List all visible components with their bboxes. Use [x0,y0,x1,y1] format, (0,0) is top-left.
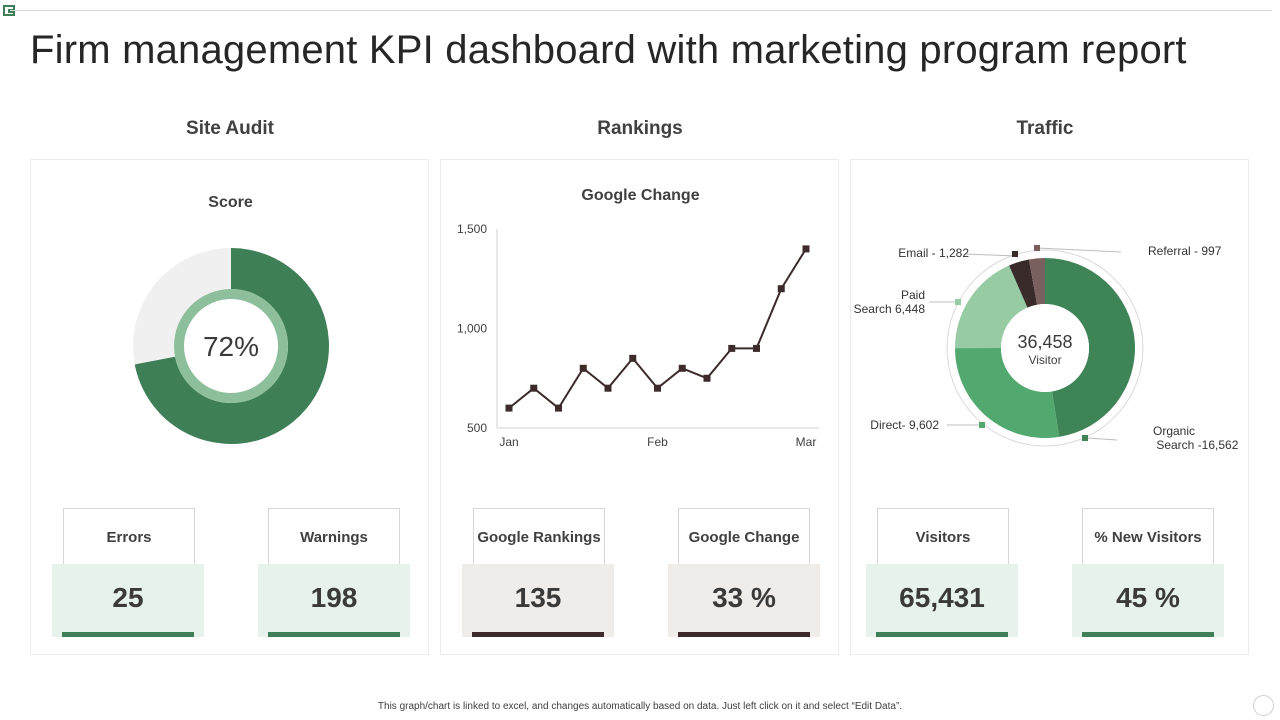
warnings-value-box: 198 [258,564,410,637]
google-change-point[interactable] [703,374,711,382]
visitors-accent-bar [876,632,1008,637]
visitors-value: 65,431 [899,582,985,613]
errors-value-box: 25 [52,564,204,637]
y-tick-label: 500 [467,421,487,435]
errors-accent-bar [62,632,194,637]
email-marker [1012,251,1018,257]
referral-label: Referral - 997 [1148,244,1222,258]
new-visitors-label: % New Visitors [1094,529,1202,546]
google-rankings-value: 135 [514,582,562,613]
google-rankings-label: Google Rankings [477,529,601,546]
google-change-point[interactable] [678,364,686,372]
google-change-label: Google Change [688,529,800,546]
traffic-center-hole [1001,304,1089,392]
score-percent-label: 72% [203,331,259,362]
traffic-center-value: 36,458 [1017,332,1072,352]
visitors-value-box: 65,431 [866,564,1018,637]
top-divider [10,10,1272,11]
google-change-point[interactable] [753,344,760,352]
organic-leader-line [1086,437,1118,441]
corner-circle-icon [1253,695,1274,716]
google-change-point[interactable] [555,404,562,412]
traffic-segment-paid-search[interactable] [955,265,1028,349]
referral-marker [1034,245,1040,251]
traffic-segment-direct[interactable] [955,348,1060,438]
email-label: Email - 1,282 [898,246,969,260]
new-visitors-value-box: 45 % [1072,564,1224,637]
google-rankings-accent-bar [472,632,604,637]
google-change-point[interactable] [505,404,513,412]
google-change-point[interactable] [777,285,785,293]
google-change-point[interactable] [654,384,661,392]
traffic-segment-email[interactable] [1009,259,1038,308]
google-change-chart-title: Google Change [581,187,700,204]
errors-label: Errors [106,529,152,546]
google-change-line-chart[interactable]: 500 1,000 1,500 Jan Feb Mar [441,160,840,460]
score-donut-chart[interactable]: 72% [31,160,430,500]
email-leader-line [963,253,1018,257]
score-segment-value[interactable] [134,248,329,444]
y-tick-label: 1,500 [457,222,487,236]
direct-marker [979,422,985,428]
warnings-value: 198 [310,582,358,613]
x-tick-label: Mar [796,435,817,449]
new-visitors-value: 45 % [1116,582,1180,613]
traffic-donut-chart[interactable]: 36,458 Visitor [851,160,1250,500]
warnings-label: Warnings [300,529,368,546]
organic-search-label: Organic Search -16,562 [1153,424,1239,452]
errors-value: 25 [112,582,144,613]
traffic-outer-ring [946,249,1144,447]
x-tick-label: Feb [647,435,668,449]
google-change-point[interactable] [530,384,538,392]
google-change-value: 33 % [712,582,776,613]
paid-search-marker [955,299,961,305]
google-rankings-value-box: 135 [462,564,614,637]
google-change-accent-bar [678,632,810,637]
referral-leader-line [1036,247,1122,253]
visitors-label: Visitors [915,529,971,546]
google-change-point[interactable] [728,344,736,352]
score-center-hole [184,299,278,393]
section-title-rankings: Rankings [597,118,683,139]
google-change-value-box: 33 % [668,564,820,637]
google-change-point[interactable] [802,245,810,253]
google-change-point[interactable] [604,384,612,392]
traffic-center-label: Visitor [1028,353,1061,367]
google-change-point[interactable] [629,354,637,362]
score-segment-remaining[interactable] [133,248,231,365]
new-visitors-accent-bar [1082,632,1214,637]
score-chart-title: Score [208,194,253,211]
warnings-accent-bar [268,632,400,637]
direct-label: Direct- 9,602 [870,418,939,432]
site-audit-panel: Score 72% Errors 25 Warnings 198 [30,159,429,655]
x-tick-label: Jan [499,435,518,449]
rankings-panel: Google Change 500 1,000 1,500 Jan Feb Ma… [440,159,839,655]
section-title-traffic: Traffic [1016,118,1074,139]
paid-search-label: Paid Search 6,448 [853,288,925,316]
traffic-segment-organic-search[interactable] [1045,258,1136,437]
traffic-segment-referral[interactable] [1028,258,1045,305]
google-change-series-line[interactable] [508,248,807,410]
section-title-site-audit: Site Audit [186,118,274,139]
traffic-panel: 36,458 Visitor Email - 1,282 Referral - … [850,159,1249,655]
google-change-point[interactable] [579,364,587,372]
footer-note: This graph/chart is linked to excel, and… [377,701,903,712]
organic-marker [1082,435,1088,441]
y-tick-label: 1,000 [457,322,487,336]
page-title: Firm management KPI dashboard with marke… [30,28,1187,72]
